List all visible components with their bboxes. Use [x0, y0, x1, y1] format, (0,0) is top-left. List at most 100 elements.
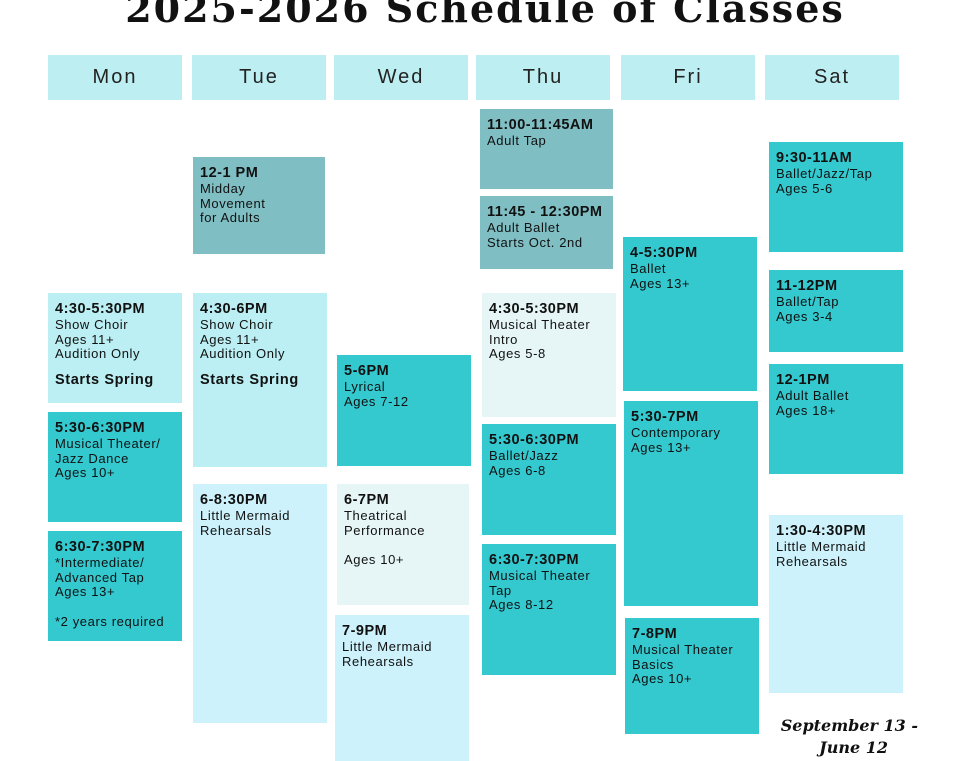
class-line: Adult Ballet [776, 388, 849, 403]
day-header: Thu [476, 55, 610, 100]
class-block: 11:45 - 12:30PM Adult Ballet Starts Oct. 2… [480, 196, 613, 269]
class-block: 5:30-7PM Contemporary Ages 13+ [624, 401, 758, 606]
class-line: Theatrical [344, 508, 408, 523]
class-time: 6:30-7:30PM [489, 552, 580, 568]
class-line: Midday [200, 181, 246, 196]
class-line: Intro [489, 331, 519, 347]
class-time: 5:30-7PM [631, 409, 699, 425]
class-line: Ages 13+ [630, 275, 691, 291]
class-line: Ages 10+ [632, 671, 693, 686]
class-block: 12-1 PM Midday Movement for Adults [193, 157, 325, 254]
class-line: Little Mermaid [200, 508, 291, 523]
class-block: 7-9PM Little Mermaid Rehearsals [335, 615, 469, 761]
class-line: Lyrical [344, 379, 386, 394]
class-line: Ages 11+ [55, 331, 115, 347]
class-line: Musical Theater [489, 317, 591, 332]
class-line: Show Choir [200, 317, 274, 332]
class-block: 6:30-7:30PM Musical Theater Tap Ages 8-12 [482, 544, 616, 675]
class-line: Ages 5-8 [489, 346, 546, 361]
class-line: *Intermediate/ [55, 555, 145, 570]
class-time: 4:30-6PM [200, 301, 268, 317]
class-line: Rehearsals [200, 522, 272, 538]
class-line: Little Mermaid [342, 639, 433, 654]
class-block: 1:30-4:30PM Little Mermaid Rehearsals [769, 515, 903, 693]
class-time: 4:30-5:30PM [489, 301, 580, 317]
class-note: Starts Spring [55, 371, 154, 388]
class-time: 6-8:30PM [200, 492, 268, 508]
class-line: Musical Theater [489, 568, 591, 583]
class-line: Rehearsals [342, 653, 414, 669]
class-line: Ages 13+ [631, 439, 692, 455]
class-line: Ages 3-4 [776, 308, 833, 324]
day-header: Tue [192, 55, 326, 100]
class-line: Contemporary [631, 425, 721, 440]
class-time: 12-1PM [776, 372, 830, 388]
class-line: Movement [200, 195, 266, 211]
class-line: Ages 11+ [200, 331, 260, 347]
class-line: Ages 13+ [55, 584, 116, 599]
class-block: 6-8:30PM Little Mermaid Rehearsals [193, 484, 327, 723]
class-line: Ages 5-6 [776, 180, 833, 196]
class-line: Adult Tap [487, 133, 547, 148]
class-line: Tap [489, 582, 512, 598]
class-line: Ages 8-12 [489, 597, 554, 612]
class-line: Ages 18+ [776, 402, 837, 418]
class-time: 7-8PM [632, 626, 678, 642]
class-line: Ballet/Jazz/Tap [776, 166, 873, 181]
class-line: Starts Oct. 2nd [487, 234, 583, 250]
class-line: Basics [632, 656, 674, 672]
class-line: Ballet/Jazz [489, 448, 559, 463]
class-time: 12-1 PM [200, 165, 259, 181]
class-block: 5:30-6:30PM Musical Theater/Jazz Dance Age… [48, 412, 182, 522]
class-block: 4:30-6PM Show Choir Ages 11+ Audition Only S… [193, 293, 327, 467]
class-line: Ages 7-12 [344, 393, 409, 409]
class-block: 11-12PM Ballet/Tap Ages 3-4 [769, 270, 903, 352]
class-line: Audition Only [55, 346, 141, 361]
class-time: 4:30-5:30PM [55, 301, 146, 317]
class-time: 5:30-6:30PM [55, 420, 146, 436]
day-header: Mon [48, 55, 182, 100]
class-line: Ages 10+ [55, 465, 116, 480]
class-line: Rehearsals [776, 553, 848, 569]
class-note: Starts Spring [200, 371, 299, 388]
class-line: Advanced Tap [55, 569, 145, 585]
class-block: 4:30-5:30PM Musical Theater Intro Ages 5-8 [482, 293, 616, 417]
day-header: Fri [621, 55, 755, 100]
class-time: 11:45 - 12:30PM [487, 204, 603, 220]
page-title: 2025-2026 Schedule of Classes [125, 0, 845, 31]
class-time: 11:00-11:45AM [487, 117, 594, 133]
class-line: Audition Only [200, 346, 286, 361]
class-line: Little Mermaid [776, 539, 867, 554]
class-line: for Adults [200, 210, 261, 225]
class-block: 5:30-6:30PM Ballet/Jazz Ages 6-8 [482, 424, 616, 535]
class-time: 4-5:30PM [630, 245, 698, 261]
date-range: September 13 - [780, 716, 918, 735]
class-time: 11-12PM [776, 278, 838, 294]
day-header: Sat [765, 55, 899, 100]
class-time: 6:30-7:30PM [55, 539, 146, 555]
class-line: Performance [344, 522, 426, 538]
class-block: 9:30-11AM Ballet/Jazz/Tap Ages 5-6 [769, 142, 903, 252]
class-time: 5-6PM [344, 363, 390, 379]
class-time: 5:30-6:30PM [489, 432, 580, 448]
class-time: 6-7PM [344, 492, 390, 508]
class-time: 1:30-4:30PM [776, 523, 867, 539]
class-block: 7-8PM Musical Theater Basics Ages 10+ [625, 618, 759, 734]
class-line: Show Choir [55, 317, 129, 332]
class-block: 5-6PM Lyrical Ages 7-12 [337, 355, 471, 466]
class-note: Ages 10+ [344, 552, 405, 567]
class-line: Musical Theater [632, 642, 734, 657]
class-line: Ballet [630, 261, 667, 276]
date-range: June 12 [819, 738, 888, 757]
class-line: Ballet/Tap [776, 294, 840, 309]
class-block: 4:30-5:30PM Show Choir Ages 11+ Audition On… [48, 293, 182, 403]
class-block: 4-5:30PM Ballet Ages 13+ [623, 237, 757, 391]
class-time: 9:30-11AM [776, 150, 853, 166]
class-block: 11:00-11:45AM Adult Tap [480, 109, 613, 189]
class-block: 12-1PM Adult Ballet Ages 18+ [769, 364, 903, 474]
class-line: Musical Theater/ [55, 436, 161, 451]
class-line: Ages 6-8 [489, 462, 546, 478]
day-header: Wed [334, 55, 468, 100]
class-block: 6-7PM Theatrical Performance Ages 10+ [337, 484, 469, 605]
